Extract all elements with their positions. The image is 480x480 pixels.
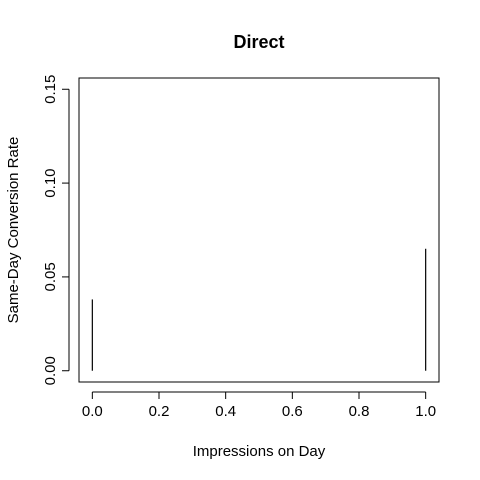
x-tick-label: 0.4 (215, 403, 236, 420)
y-tick-label: 0.15 (42, 75, 59, 104)
y-axis: 0.00 0.05 0.10 0.15 (42, 75, 70, 385)
chart-title: Direct (233, 32, 284, 52)
x-tick-label: 0.0 (82, 403, 103, 420)
y-tick-label: 0.05 (42, 262, 59, 291)
data-series (91, 248, 427, 371)
y-axis-label: Same-Day Conversion Rate (5, 137, 22, 324)
x-tick-label: 0.2 (149, 403, 170, 420)
x-axis: 0.0 0.2 0.4 0.6 0.8 1.0 (82, 391, 436, 420)
x-tick-label: 0.8 (349, 403, 370, 420)
x-axis-label: Impressions on Day (193, 443, 326, 460)
plot-frame (78, 77, 440, 383)
y-tick-label: 0.00 (42, 356, 59, 385)
x-tick-label: 1.0 (415, 403, 436, 420)
x-tick-label: 0.6 (282, 403, 303, 420)
y-tick-label: 0.10 (42, 168, 59, 197)
